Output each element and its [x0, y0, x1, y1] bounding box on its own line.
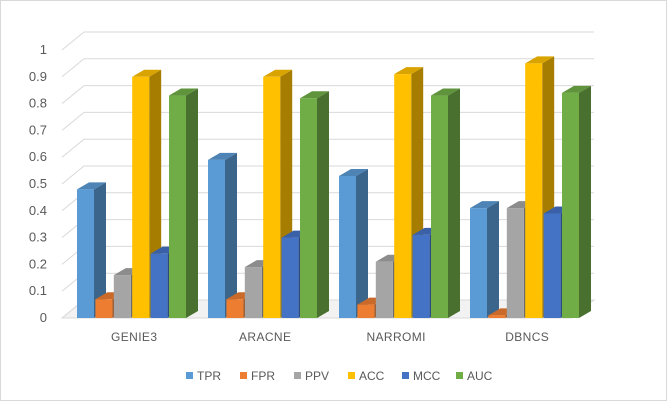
gridline: [61, 31, 594, 51]
legend-swatch: [294, 372, 301, 379]
legend-swatch: [402, 372, 409, 379]
legend-swatch: [456, 372, 463, 379]
legend-swatch: [186, 372, 193, 379]
bar-auc-genie3[interactable]: [169, 88, 198, 318]
bar-front: [543, 213, 561, 318]
y-tick-label: 0.5: [29, 176, 47, 191]
gridline: [61, 138, 594, 158]
gridline: [61, 165, 594, 185]
bar-auc-aracne[interactable]: [300, 91, 329, 319]
bar-front: [226, 299, 244, 318]
category-label: NARROMI: [366, 330, 425, 344]
bar-side: [356, 168, 368, 318]
bar-front: [95, 299, 113, 318]
bar-front: [525, 63, 543, 319]
bar-front: [300, 98, 317, 319]
y-tick-label: 0.6: [29, 149, 47, 164]
bar-auc-dbncs[interactable]: [562, 85, 591, 318]
y-tick-label: 0.8: [29, 96, 47, 111]
bar-side: [186, 88, 198, 318]
legend-label: AUC: [467, 369, 493, 383]
bar-tpr-genie3[interactable]: [77, 182, 106, 318]
category-label: GENIE3: [111, 330, 157, 344]
legend-label: PPV: [305, 369, 329, 383]
bar-top: [562, 85, 591, 93]
bar-side: [225, 152, 237, 318]
bar-auc-narromi[interactable]: [431, 88, 460, 318]
y-tick-label: 0: [40, 310, 47, 325]
bar-side: [579, 85, 591, 318]
bar-side: [487, 201, 499, 318]
legend-item[interactable]: MCC: [402, 369, 441, 383]
y-tick-label: 0.2: [29, 256, 47, 271]
bar-front: [208, 159, 225, 318]
bar-front: [132, 76, 150, 318]
bar-top: [339, 168, 368, 176]
legend-item[interactable]: FPR: [240, 369, 275, 383]
y-tick-label: 0.1: [29, 283, 47, 298]
bar-front: [244, 267, 262, 318]
legend-item[interactable]: ACC: [348, 369, 385, 383]
bar-front: [412, 234, 430, 318]
bar-front: [562, 92, 579, 318]
category-label: ARACNE: [239, 330, 291, 344]
y-tick-label: 0.7: [29, 122, 47, 137]
bar-side: [448, 88, 460, 318]
bar-front: [263, 76, 281, 318]
bar-front: [281, 237, 299, 318]
bar-top: [263, 69, 293, 77]
bar-front: [150, 253, 168, 318]
bar-front: [169, 95, 186, 318]
x-axis-category-labels: GENIE3 ARACNE NARROMI DBNCS: [111, 330, 549, 344]
bar-front: [488, 315, 506, 318]
bar-top: [300, 91, 329, 99]
legend: TPR FPR PPV ACC MCC AUC: [186, 369, 493, 383]
bar-top: [431, 88, 460, 96]
bar-side: [94, 182, 106, 318]
bar-front: [357, 304, 375, 318]
legend-item[interactable]: TPR: [186, 369, 221, 383]
bar-top: [169, 88, 198, 96]
y-tick-label: 0.3: [29, 230, 47, 245]
category-label: DBNCS: [505, 330, 549, 344]
bar-front: [506, 208, 524, 318]
y-tick-label: 0.4: [29, 203, 47, 218]
legend-label: TPR: [197, 369, 221, 383]
bar-front: [470, 208, 487, 318]
bar-front: [113, 275, 131, 318]
bar-top: [525, 56, 555, 64]
gridline: [61, 85, 594, 104]
bar-tpr-narromi[interactable]: [339, 168, 368, 318]
bar-front: [339, 175, 356, 318]
gridline: [61, 58, 594, 78]
bar-top: [470, 201, 499, 209]
bar-top: [394, 67, 424, 75]
legend-label: MCC: [413, 369, 441, 383]
bar-front: [375, 261, 393, 318]
bar-top: [208, 152, 237, 160]
legend-swatch: [348, 372, 355, 379]
legend-label: ACC: [359, 369, 385, 383]
bar-top: [132, 69, 162, 77]
y-tick-label: 1: [40, 42, 47, 57]
bar-tpr-dbncs[interactable]: [470, 201, 499, 318]
y-tick-label: 0.9: [29, 69, 47, 84]
gridline: [61, 111, 594, 131]
bar-front: [394, 74, 412, 319]
bar-front: [431, 95, 448, 318]
bar-side: [317, 91, 329, 319]
legend-item[interactable]: AUC: [456, 369, 493, 383]
legend-label: FPR: [251, 369, 275, 383]
bar-top: [77, 182, 106, 190]
y-axis-tick-labels: 0 0.1 0.2 0.3 0.4 0.5 0.6 0.7 0.8 0.9 1: [29, 42, 47, 325]
legend-item[interactable]: PPV: [294, 369, 329, 383]
legend-swatch: [240, 372, 247, 379]
bar-tpr-aracne[interactable]: [208, 152, 237, 318]
bars: [77, 56, 591, 319]
bar-front: [77, 189, 94, 318]
